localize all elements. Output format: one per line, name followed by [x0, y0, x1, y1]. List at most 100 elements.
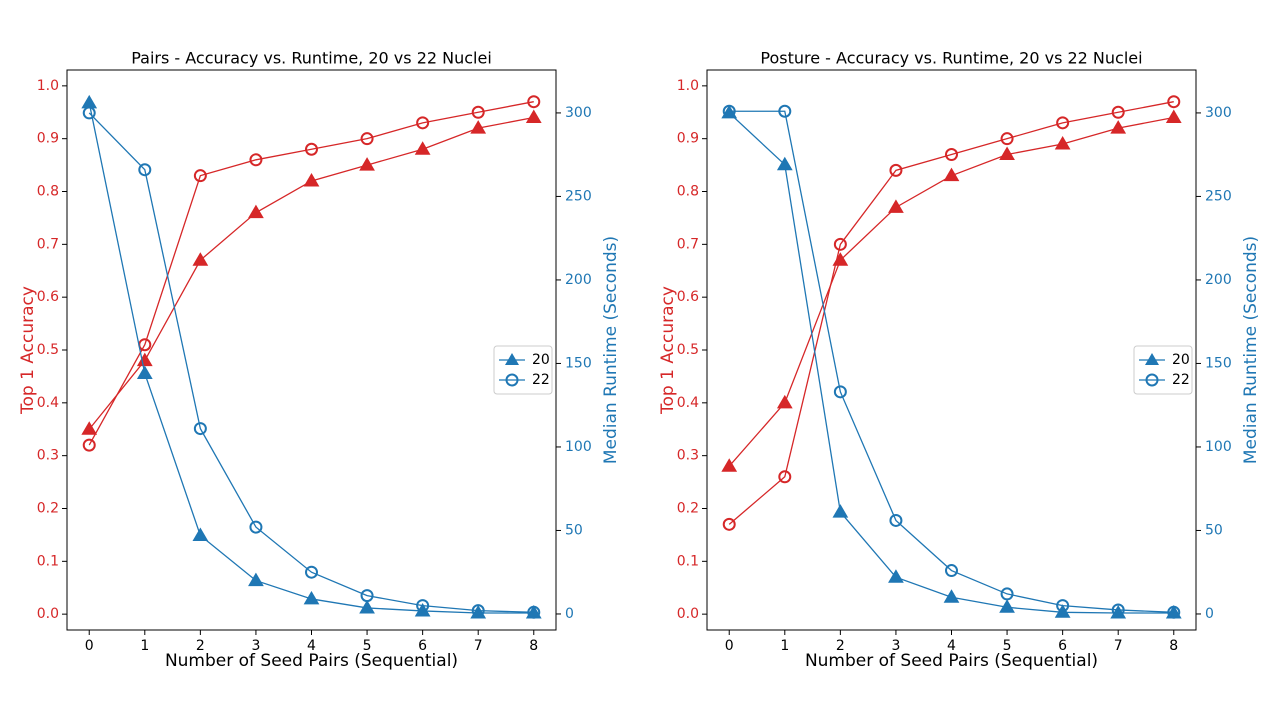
y2-tick-label: 300: [1205, 105, 1232, 121]
y-tick-label: 0.7: [677, 236, 699, 252]
y2-tick-label: 0: [1205, 606, 1214, 622]
x-tick-label: 3: [891, 638, 900, 654]
y-tick-label: 1.0: [677, 78, 699, 94]
legend-label: 22: [1172, 372, 1190, 388]
y-tick-label: 0.5: [37, 342, 59, 358]
x-axis-label: Number of Seed Pairs (Sequential): [805, 651, 1098, 671]
circle-marker: [1000, 587, 1014, 601]
circle-marker: [1167, 605, 1181, 619]
legend-label: 22: [532, 372, 550, 388]
y2-tick-label: 50: [1205, 522, 1223, 538]
circle-marker: [778, 104, 792, 118]
triangle-marker: [81, 94, 98, 109]
x-tick-label: 7: [1114, 638, 1123, 654]
y-tick-label: 0.8: [37, 184, 59, 200]
circle-marker: [305, 565, 318, 579]
y2-tick-label: 100: [565, 439, 592, 455]
y-tick-label: 0.6: [677, 289, 699, 305]
circle-marker: [193, 169, 207, 183]
circle-marker: [527, 605, 541, 619]
triangle-marker: [525, 109, 542, 124]
circle-marker: [249, 520, 263, 534]
y-tick-label: 0.1: [677, 553, 699, 569]
y-axis-label: Top 1 Accuracy: [18, 286, 38, 415]
triangle-marker: [303, 590, 320, 605]
x-tick-label: 5: [1003, 638, 1012, 654]
triangle-marker: [136, 352, 153, 367]
series-line: [88, 112, 534, 613]
y2-axis-label: Median Runtime (Seconds): [1241, 236, 1261, 464]
x-tick-label: 8: [529, 638, 538, 654]
triangle-marker: [1110, 120, 1127, 134]
chart: Posture - Accuracy vs. Runtime, 20 vs 22…: [658, 49, 1261, 672]
circle-marker: [945, 564, 958, 578]
triangle-marker: [999, 146, 1015, 161]
y-tick-label: 0.1: [37, 553, 59, 569]
chart: Pairs - Accuracy vs. Runtime, 20 vs 22 N…: [18, 49, 621, 672]
triangle-marker: [721, 458, 738, 472]
x-tick-label: 2: [836, 638, 845, 654]
chart-title: Pairs - Accuracy vs. Runtime, 20 vs 22 N…: [131, 49, 492, 68]
series-line: [729, 110, 1174, 613]
series-line: [88, 101, 534, 446]
y-tick-label: 0.2: [677, 500, 699, 516]
x-tick-label: 7: [474, 638, 483, 654]
circle-marker: [416, 599, 430, 613]
triangle-marker: [359, 599, 375, 614]
y-tick-label: 0.3: [677, 448, 699, 464]
triangle-marker: [359, 157, 375, 171]
circle-marker: [360, 132, 374, 146]
circle-marker: [360, 589, 374, 603]
x-tick-label: 8: [1169, 638, 1178, 654]
legend-marker: [505, 353, 519, 365]
y-axis-label: Top 1 Accuracy: [658, 286, 678, 415]
circle-marker: [1111, 603, 1125, 617]
y-tick-label: 0.9: [677, 131, 699, 147]
y2-tick-label: 0: [565, 606, 574, 622]
circle-marker: [471, 604, 485, 618]
circle-marker: [1056, 599, 1070, 613]
x-tick-label: 6: [418, 638, 427, 654]
y2-tick-label: 100: [1205, 439, 1232, 455]
triangle-marker: [888, 569, 904, 583]
y-tick-label: 0.0: [37, 606, 59, 622]
legend-box: [1133, 345, 1193, 395]
legend-marker: [505, 373, 519, 387]
y2-axis-label: Median Runtime (Seconds): [601, 236, 621, 464]
triangle-marker: [81, 421, 98, 435]
y-tick-label: 1.0: [37, 78, 59, 94]
y2-tick-label: 150: [1205, 355, 1232, 371]
circle-marker: [82, 106, 96, 120]
y2-tick-label: 200: [565, 272, 592, 288]
circle-marker: [1111, 105, 1125, 119]
triangle-marker: [776, 394, 793, 409]
triangle-marker: [303, 172, 320, 187]
circle-marker: [945, 148, 958, 162]
circle-marker: [722, 517, 736, 531]
chart-title: Posture - Accuracy vs. Runtime, 20 vs 22…: [760, 49, 1142, 68]
x-tick-label: 0: [725, 638, 734, 654]
circle-marker: [1056, 116, 1070, 130]
triangle-marker: [999, 599, 1015, 613]
circle-marker: [82, 438, 96, 452]
triangle-marker: [943, 589, 960, 603]
circle-marker: [305, 142, 318, 156]
circle-marker: [889, 163, 903, 177]
y-tick-label: 0.7: [37, 236, 59, 252]
x-tick-label: 3: [251, 638, 260, 654]
triangle-marker: [1054, 135, 1071, 150]
y2-tick-label: 50: [565, 522, 583, 538]
triangle-marker: [248, 204, 264, 219]
legend-label: 20: [1172, 352, 1190, 368]
x-tick-label: 6: [1058, 638, 1067, 654]
x-tick-label: 4: [947, 638, 956, 654]
y-tick-label: 0.4: [37, 395, 59, 411]
x-tick-label: 1: [780, 638, 789, 654]
circle-marker: [833, 237, 847, 251]
triangle-marker: [776, 156, 793, 171]
series-line: [728, 101, 1174, 525]
triangle-marker: [1165, 109, 1182, 124]
x-tick-label: 5: [363, 638, 372, 654]
circle-marker: [778, 470, 792, 484]
